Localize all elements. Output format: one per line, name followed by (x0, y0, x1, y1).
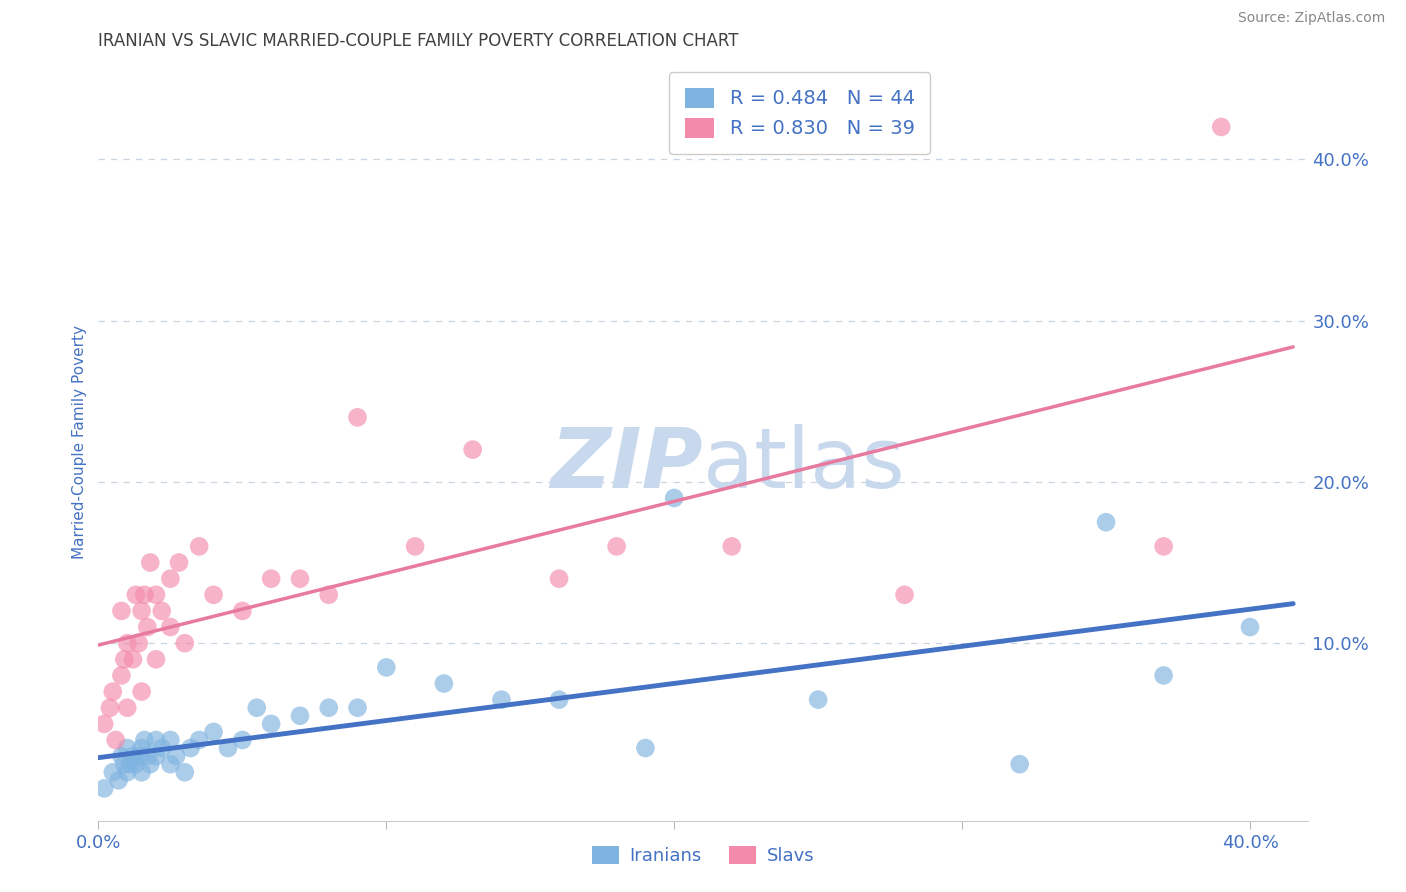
Point (125, 757, 148, 772)
Point (145, 652, 167, 666)
Point (1153, 668, 1175, 682)
Point (461, 442, 484, 457)
Point (101, 765, 124, 780)
Legend: R = 0.484   N = 44, R = 0.830   N = 39: R = 0.484 N = 44, R = 0.830 N = 39 (669, 72, 931, 154)
Point (104, 733, 127, 747)
Point (167, 556, 190, 570)
Point (165, 749, 187, 764)
Point (893, 588, 915, 602)
Point (375, 660, 398, 674)
Point (101, 684, 124, 698)
Point (664, 491, 686, 505)
Point (115, 700, 138, 714)
Point (288, 572, 311, 586)
Point (128, 749, 150, 764)
Text: atlas: atlas (703, 424, 904, 505)
Point (1239, 620, 1261, 634)
Text: ZIP: ZIP (550, 424, 703, 505)
Point (93, 781, 115, 796)
Text: Source: ZipAtlas.com: Source: ZipAtlas.com (1237, 12, 1385, 25)
Point (115, 636, 138, 650)
Point (112, 757, 135, 772)
Point (1095, 515, 1118, 529)
Point (131, 604, 153, 618)
Point (131, 684, 153, 698)
Point (202, 588, 225, 602)
Point (131, 765, 153, 780)
Point (139, 556, 162, 570)
Point (145, 733, 167, 747)
Point (131, 741, 153, 756)
Text: IRANIAN VS SLAVIC MARRIED-COUPLE FAMILY POVERTY CORRELATION CHART: IRANIAN VS SLAVIC MARRIED-COUPLE FAMILY … (98, 32, 740, 50)
Point (634, 741, 657, 756)
Point (115, 741, 138, 756)
Point (159, 620, 181, 634)
Point (404, 540, 426, 554)
Point (134, 733, 156, 747)
Point (139, 757, 162, 772)
Point (134, 588, 156, 602)
Point (180, 741, 202, 756)
Point (112, 652, 135, 666)
Point (125, 588, 148, 602)
Point (260, 572, 283, 586)
Point (107, 773, 129, 788)
Point (159, 572, 181, 586)
Point (346, 410, 368, 425)
Point (720, 540, 742, 554)
Point (231, 733, 253, 747)
Point (318, 700, 340, 714)
Point (150, 741, 173, 756)
Point (120, 757, 142, 772)
Point (188, 733, 211, 747)
Point (606, 540, 628, 554)
Point (318, 588, 340, 602)
Point (115, 765, 138, 780)
Point (231, 604, 253, 618)
Point (150, 604, 173, 618)
Legend: Iranians, Slavs: Iranians, Slavs (582, 837, 824, 874)
Point (1153, 540, 1175, 554)
Point (491, 692, 513, 706)
Point (288, 708, 311, 723)
Point (136, 749, 159, 764)
Point (145, 588, 167, 602)
Point (217, 741, 239, 756)
Point (548, 572, 571, 586)
Point (188, 540, 211, 554)
Point (136, 620, 159, 634)
Point (548, 692, 571, 706)
Point (159, 757, 181, 772)
Point (202, 725, 225, 739)
Point (346, 700, 368, 714)
Point (98, 700, 121, 714)
Point (93, 716, 115, 731)
Point (128, 636, 150, 650)
Point (122, 652, 145, 666)
Point (110, 604, 132, 618)
Point (433, 676, 456, 690)
Point (260, 716, 283, 731)
Point (110, 749, 132, 764)
Point (246, 700, 269, 714)
Point (807, 692, 830, 706)
Point (1211, 120, 1233, 134)
Y-axis label: Married-Couple Family Poverty: Married-Couple Family Poverty (72, 325, 87, 558)
Point (1008, 757, 1031, 772)
Point (110, 668, 132, 682)
Point (173, 765, 195, 780)
Point (173, 636, 195, 650)
Point (145, 749, 167, 764)
Point (122, 749, 145, 764)
Point (159, 733, 181, 747)
